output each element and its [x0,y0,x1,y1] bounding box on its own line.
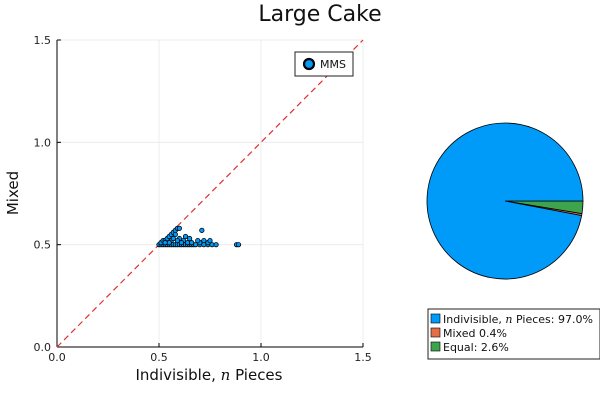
pie-legend-label-indivisible-tail: Pieces: 97.0% [516,313,593,326]
reference-line [56,39,364,348]
scatter-point [182,233,189,240]
pie-legend-label-equal: Equal: 2.6% [443,341,509,354]
pie-legend-label-indivisible-var: n [505,313,512,326]
scatter-point [178,240,185,246]
axes [56,39,364,348]
y-tick-label: 0.0 [34,341,52,354]
scatter-point [189,240,195,246]
pie-slices [426,122,584,280]
x-tick-label: 1.5 [354,351,372,364]
pie-legend-label-mixed: Mixed 0.4% [443,327,507,340]
chart-title: Large Cake [258,2,381,27]
pie-legend-label-indivisible-main: Indivisible, [443,313,502,326]
pie-legend-swatch-mixed [430,327,441,338]
pie-slice-indivisible [426,122,584,280]
scatter-point [199,227,205,233]
scatter-point [174,237,180,244]
y-tick-label: 1.0 [34,136,52,149]
y-tick-label: 1.5 [34,34,52,47]
scatter-legend: MMS [294,51,354,77]
scatter-point [195,237,201,244]
scatter-points [156,225,242,248]
scatter-point [235,242,242,248]
identity-line [56,39,364,348]
scatter-point [213,242,219,248]
x-tick-label: 0.0 [48,351,66,364]
scatter-point [201,237,207,244]
tick-labels: 0.0 0.5 1.0 1.5 0.0 0.5 1.0 1.5 [34,34,372,364]
x-axis-label-tail: Pieces [235,366,283,384]
y-axis-label: Mixed [4,171,22,215]
scatter-legend-label: MMS [320,58,346,71]
x-axis-label-var: n [221,366,231,384]
scatter-point [172,231,178,238]
scatter-point [176,225,182,231]
scatter-point [187,235,193,242]
pie-legend-swatch-indivisible [430,313,441,324]
x-tick-label: 0.5 [150,351,168,364]
x-axis-label-main: Indivisible, [136,366,216,384]
scatter-legend-marker [302,57,316,71]
scatter-point [170,235,176,242]
pie-chart: Indivisible, n Pieces: 97.0% Mixed 0.4% … [426,122,600,360]
pie-legend-label-indivisible: Indivisible, n Pieces: 97.0% [443,313,593,326]
scatter-point [207,237,213,244]
x-axis-label: Indivisible, n Pieces [136,366,283,384]
scatter-point [162,240,168,246]
pie-legend-swatch-equal [430,341,441,352]
pie-legend: Indivisible, n Pieces: 97.0% Mixed 0.4% … [427,308,600,360]
x-tick-label: 1.0 [252,351,270,364]
scatter-plot: 0.0 0.5 1.0 1.5 0.0 0.5 1.0 1.5 Indivisible, n … [4,34,372,384]
y-tick-label: 0.5 [34,239,52,252]
pie-legend-box [427,308,600,360]
